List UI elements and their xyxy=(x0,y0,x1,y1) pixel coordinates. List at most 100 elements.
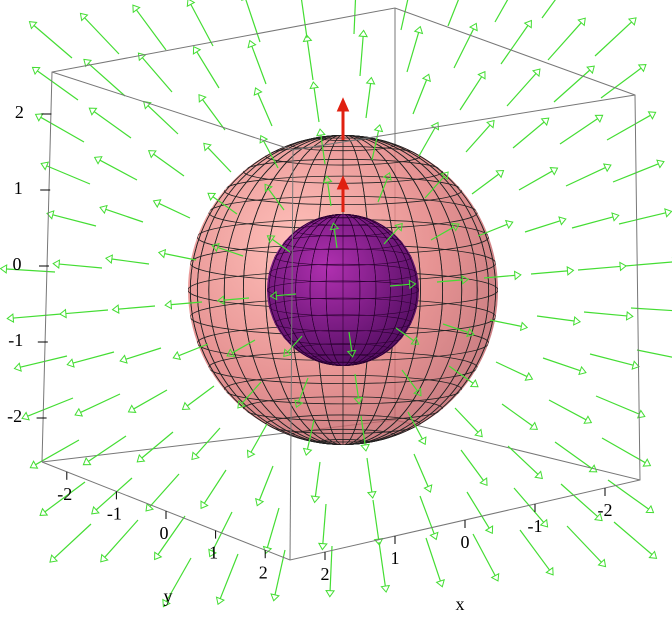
field-arrowhead xyxy=(136,453,146,463)
field-arrow xyxy=(33,25,73,59)
field-arrow xyxy=(217,246,244,257)
field-arrow xyxy=(186,385,215,407)
field-arrow xyxy=(554,441,593,469)
y-tick-label: 1 xyxy=(209,543,218,563)
field-arrowhead xyxy=(408,279,417,290)
field-arrow xyxy=(125,347,162,360)
field-arrow xyxy=(231,339,256,354)
field-arrowhead xyxy=(91,505,100,515)
field-arrow xyxy=(27,397,74,417)
field-arrow xyxy=(164,253,197,261)
y-tick-label: -1 xyxy=(107,504,122,524)
field-arrow xyxy=(211,511,233,552)
field-arrowhead xyxy=(283,348,292,358)
field-arrow xyxy=(389,283,410,287)
field-arrowhead xyxy=(358,29,369,38)
field-arrowhead xyxy=(577,17,586,27)
field-arrowhead xyxy=(534,470,543,480)
field-arrowhead xyxy=(215,596,225,606)
field-arrow xyxy=(559,118,598,145)
field-arrow xyxy=(326,181,332,207)
field-arrow xyxy=(600,67,642,99)
field-arrowhead xyxy=(382,172,392,181)
field-arrow xyxy=(306,419,315,450)
field-arrow xyxy=(447,0,459,27)
field-arrow xyxy=(566,525,602,563)
field-arrowhead xyxy=(373,124,384,133)
field-arrowhead xyxy=(191,451,200,461)
field-arrow xyxy=(500,25,529,65)
field-arrowhead xyxy=(524,371,534,381)
field-arrowhead xyxy=(602,163,612,173)
field-arrow xyxy=(395,327,415,342)
field-arrowhead xyxy=(468,22,478,32)
x-tick-label: -1 xyxy=(528,516,543,536)
field-arrow xyxy=(365,83,372,119)
field-arrowhead xyxy=(198,93,207,103)
field-arrow xyxy=(53,523,92,559)
field-arrowhead xyxy=(186,0,196,8)
field-arrow xyxy=(460,449,484,481)
field-arrowhead xyxy=(264,183,273,193)
x-tick-label: 2 xyxy=(321,564,330,584)
meridian xyxy=(268,214,418,366)
field-arrow xyxy=(104,519,139,558)
parallel xyxy=(325,361,361,366)
field-arrowhead xyxy=(329,222,340,231)
field-arrow xyxy=(99,159,138,181)
field-arrowhead xyxy=(440,171,449,181)
meridian xyxy=(309,214,377,366)
field-arrow xyxy=(266,507,280,548)
field-arrowhead xyxy=(642,458,652,467)
field-arrow xyxy=(571,216,614,229)
field-arrow xyxy=(560,483,599,518)
meridian xyxy=(325,214,361,366)
z-tick-label: -2 xyxy=(7,406,22,426)
field-arrow xyxy=(418,127,436,157)
field-arrowhead xyxy=(207,192,217,202)
field-arrowhead xyxy=(40,161,50,171)
field-arrowhead xyxy=(461,274,470,285)
field-arrow xyxy=(93,111,132,139)
field-arrow xyxy=(624,261,672,267)
field-arrow xyxy=(257,93,273,127)
field-arrowhead xyxy=(93,156,103,165)
field-arrowhead xyxy=(154,551,163,561)
field-arrow xyxy=(190,4,214,47)
field-arrow xyxy=(153,153,185,177)
field-arrowhead xyxy=(588,464,598,473)
field-arrowhead xyxy=(549,167,559,176)
field-arrowhead xyxy=(490,572,500,582)
field-arrow xyxy=(300,0,308,39)
field-arrow xyxy=(407,411,423,440)
field-arrowhead xyxy=(513,270,522,281)
field-arrowhead xyxy=(519,321,529,332)
field-arrowhead xyxy=(58,308,67,319)
field-arrowhead xyxy=(99,204,108,215)
field-arrow xyxy=(360,415,366,446)
field-arrowhead xyxy=(545,566,554,576)
field-arrowhead xyxy=(429,531,439,541)
field-arrow xyxy=(507,445,539,475)
field-arrowhead xyxy=(147,150,157,159)
field-arrow xyxy=(313,87,320,123)
field-arrowhead xyxy=(246,449,256,459)
field-arrow xyxy=(258,465,274,501)
field-arrow xyxy=(518,170,553,191)
field-arrow xyxy=(589,353,634,366)
field-arrow xyxy=(157,515,186,555)
field-arrow xyxy=(212,196,238,215)
field-arrow xyxy=(607,479,649,510)
field-arrow xyxy=(118,305,156,310)
x-tick-label: 1 xyxy=(391,548,400,568)
field-arrow xyxy=(553,69,591,103)
field-arrow xyxy=(203,469,227,504)
field-arrow xyxy=(595,395,640,415)
meridian xyxy=(223,135,463,445)
field-arrowhead xyxy=(430,121,440,131)
field-arrow xyxy=(401,369,418,392)
y-tick-label: -2 xyxy=(57,484,72,504)
z-tick-label: 0 xyxy=(13,254,22,274)
field-arrowhead xyxy=(31,66,41,76)
field-arrow xyxy=(519,529,551,571)
